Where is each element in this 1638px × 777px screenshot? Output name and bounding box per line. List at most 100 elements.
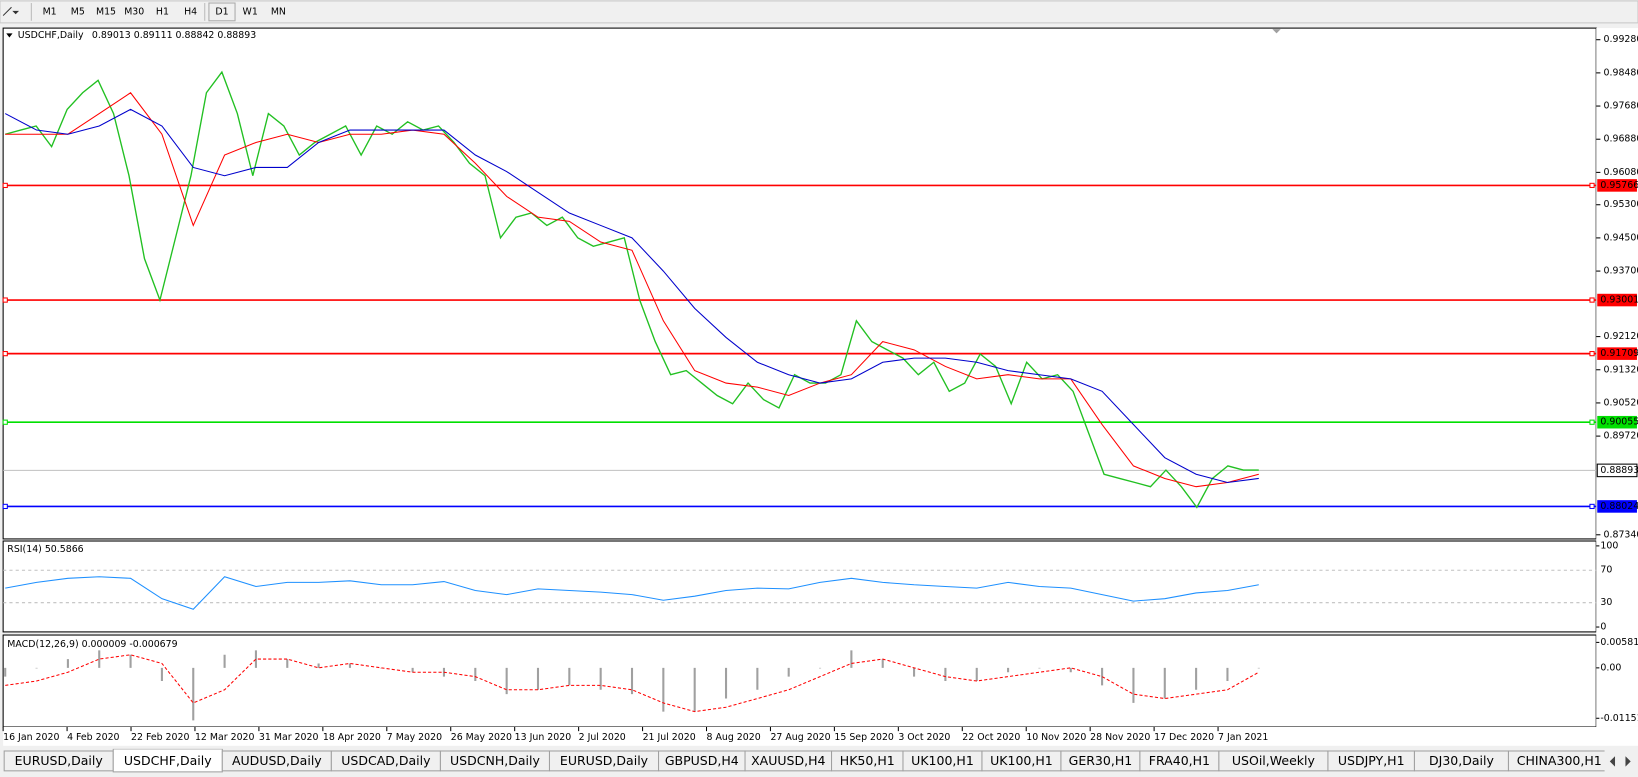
level-label: 0.88024 [1600,501,1638,512]
rsi-tick-label: 100 [1600,540,1618,551]
macd-histogram [850,650,853,668]
macd-histogram [536,667,540,690]
x-tick-label: 16 Jan 2020 [3,732,59,743]
macd-tick-label: 0.005818 [1600,637,1638,648]
timeframe-label[interactable]: MN [271,6,286,17]
rsi-tick-label: 30 [1600,597,1612,608]
macd-histogram [380,667,383,669]
tab-scroll[interactable] [1604,750,1638,772]
rsi-label: RSI(14) 50.5866 [7,544,83,555]
macd-histogram [474,667,477,681]
scroll-arrows[interactable] [1609,756,1631,767]
macd-histogram [35,667,38,669]
timeframe-button[interactable] [208,2,236,22]
macd-histogram [254,650,257,668]
x-tick-label: 18 Apr 2020 [323,732,381,743]
tab-label[interactable]: UK100,H1 [990,753,1053,768]
moving-average [4,108,1259,484]
level-handle [2,503,8,510]
tab-label[interactable]: XAUUSD,H4 [751,753,825,768]
timeframe-label[interactable]: H4 [184,6,197,17]
macd-histogram [192,667,195,721]
macd-histogram [819,667,822,669]
x-tick-label: 26 May 2020 [451,732,512,743]
level-label: 0.95766 [1600,180,1638,191]
timeframe-label[interactable]: M15 [96,6,116,17]
tab-label[interactable]: USDCAD,Daily [341,753,431,768]
macd-histogram [913,667,916,677]
level-label-box [1597,293,1637,307]
macd-histogram [1195,667,1198,690]
x-tick-label: 17 Dec 2020 [1154,732,1214,743]
timeframe-label[interactable]: M30 [124,6,144,17]
tab-label[interactable]: EURUSD,Daily [15,753,104,768]
chart-title: USDCHF,Daily [18,30,84,41]
menu-arrow[interactable] [6,33,13,38]
ohlc-label: 0.89013 0.89111 0.88842 0.88893 [92,30,256,41]
level-handle [2,182,8,189]
current-price-box [1596,463,1638,478]
tab-label[interactable]: DJ30,Daily [1429,753,1494,768]
macd-histogram [1007,667,1010,673]
macd-histogram [693,667,696,712]
tab-label[interactable]: HK50,H1 [840,753,895,768]
tab-label[interactable]: FRA40,H1 [1149,753,1210,768]
tab[interactable] [1507,750,1610,772]
timeframe-label[interactable]: M5 [71,6,85,17]
tab-label[interactable]: USOil,Weekly [1232,753,1316,768]
tab-label[interactable]: CHINA300,H1 [1517,753,1602,768]
macd-label: MACD(12,26,9) 0.000009 -0.000679 [7,639,177,650]
level-handle [2,297,8,303]
macd-histogram [1226,667,1229,681]
macd-signal [5,654,1260,713]
level-label-box [1597,415,1637,429]
x-tick-label: 10 Nov 2020 [1026,732,1086,743]
macd-histogram [1257,667,1260,669]
tab-label[interactable]: USDJPY,H1 [1338,753,1405,768]
timeframe-label[interactable]: M1 [43,6,57,17]
timeframe-label[interactable]: H1 [156,6,169,17]
x-tick-label: 4 Feb 2020 [67,732,119,743]
x-tick-label: 2 Jul 2020 [579,732,626,743]
tab-label[interactable]: USDCNH,Daily [450,753,540,768]
tool-icon[interactable] [2,6,20,16]
tab-label[interactable]: GBPUSD,H4 [665,753,739,768]
macd-histogram [160,667,163,681]
rsi-tick-label: 0 [1600,622,1606,633]
x-tick-label: 31 Mar 2020 [259,732,319,743]
tab-bar: EURUSD,Daily USDCHF,Daily AUDUSD,Daily USDC… [3,748,1610,773]
macd-histogram [568,667,571,686]
level-handle [1589,419,1595,425]
level-label: 0.91709 [1600,348,1638,359]
timeframe-label[interactable]: D1 [215,6,228,17]
tab-label[interactable]: EURUSD,Daily [560,753,649,768]
x-tick-label: 7 Jan 2021 [1218,732,1268,743]
toolbar [0,0,1638,24]
macd-histogram [66,659,69,668]
level-handle [1589,503,1595,510]
x-tick-label: 7 May 2020 [387,732,442,743]
tab-label[interactable]: UK100,H1 [911,753,974,768]
x-tick-label: 3 Oct 2020 [898,732,950,743]
level-handle [1589,351,1595,357]
tab-label[interactable]: AUDUSD,Daily [232,753,322,768]
macd-histogram [662,667,665,712]
rsi-line [5,576,1259,610]
level-label-box [1597,179,1637,192]
level-handle [2,419,8,425]
tab-label[interactable]: GER30,H1 [1069,753,1133,768]
tab-label[interactable]: USDCHF,Daily [124,753,212,768]
macd-histogram [223,654,226,668]
level-label-box [1597,347,1637,360]
timeframe-label[interactable]: W1 [243,6,258,17]
macd-histogram [975,667,978,681]
